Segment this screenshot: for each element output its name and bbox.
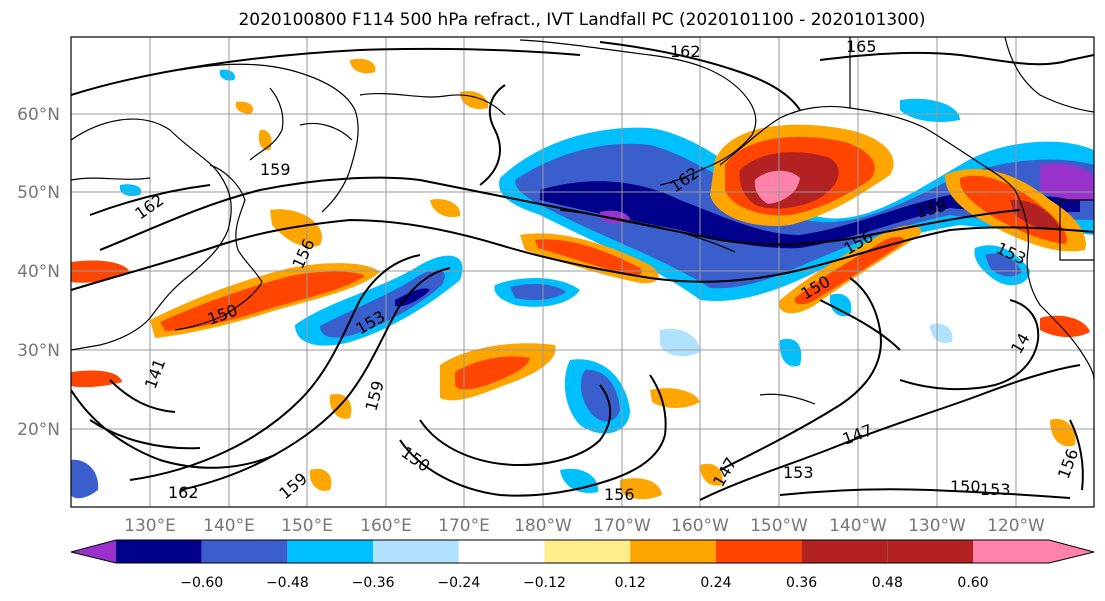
colorbar-tick-label: −0.36 xyxy=(352,575,395,591)
lon-label: 140°E xyxy=(203,516,255,536)
positive-japan-north xyxy=(270,209,322,248)
lon-label: 170°E xyxy=(438,516,490,536)
positive-japan-core xyxy=(160,271,365,331)
map-frame xyxy=(70,36,1095,508)
figure-title: 2020100800 F114 500 hPa refract., IVT La… xyxy=(238,10,925,30)
contour-label: 165 xyxy=(846,37,877,56)
patch xyxy=(258,129,272,151)
longitude-labels: 130°E 140°E 150°E 160°E 170°E 180°W 170°… xyxy=(124,516,1045,536)
patch xyxy=(71,459,99,499)
colorbar-segment xyxy=(116,540,202,563)
colorbar-segment xyxy=(887,540,973,563)
positive-subtrop-core xyxy=(455,356,530,390)
patch xyxy=(219,69,236,81)
contour-label: 156 xyxy=(604,485,635,504)
colorbar-tick-label: −0.24 xyxy=(437,575,480,591)
latitude-labels: 60°N 50°N 40°N 30°N 20°N xyxy=(17,105,60,440)
patch xyxy=(430,198,461,218)
colorbar-segment xyxy=(544,540,631,563)
contour-label: 153 xyxy=(783,463,814,482)
lon-label: 140°W xyxy=(829,516,887,536)
patch xyxy=(900,98,960,122)
lat-label: 30°N xyxy=(17,341,60,361)
patch xyxy=(119,184,142,196)
negative-band-mid xyxy=(515,143,1094,289)
contour-label: 162 xyxy=(168,483,199,502)
colorbar: −0.60 −0.48 −0.36 −0.24 −0.12 0.12 0.24 … xyxy=(70,539,1095,591)
positive-central-core xyxy=(535,239,642,276)
positive-south xyxy=(620,478,662,500)
lon-label: 160°W xyxy=(671,516,729,536)
lat-label: 60°N xyxy=(17,105,60,125)
positive-gulf-pink xyxy=(754,170,800,204)
colorbar-tick-label: −0.12 xyxy=(523,575,566,591)
negative-central-core xyxy=(510,284,566,300)
lon-label: 180°W xyxy=(514,516,572,536)
colorbar-tick-label: 0.12 xyxy=(615,575,646,591)
refractivity-contours xyxy=(71,41,1094,501)
patch xyxy=(829,293,852,317)
patch xyxy=(930,323,953,344)
lon-label: 120°W xyxy=(987,516,1045,536)
contour-label: 150 xyxy=(950,477,981,496)
colorbar-segment xyxy=(630,540,716,563)
colorbar-segment xyxy=(201,540,288,563)
negative-purple-east xyxy=(1040,163,1094,201)
colorbar-outline xyxy=(70,539,1095,564)
colorbar-segment xyxy=(801,540,888,563)
colorbar-tick-label: 0.24 xyxy=(700,575,731,591)
patch xyxy=(1050,418,1076,447)
colorbar-segment xyxy=(458,540,545,563)
lon-label: 150°W xyxy=(750,516,808,536)
colorbar-tick-label: 0.36 xyxy=(786,575,817,591)
patch xyxy=(235,101,254,114)
colorbar-tick-label: −0.60 xyxy=(180,575,223,591)
lon-label: 160°E xyxy=(360,516,412,536)
lon-label: 170°W xyxy=(593,516,651,536)
lat-label: 40°N xyxy=(17,262,60,282)
lon-label: 130°E xyxy=(124,516,176,536)
negative-band-core xyxy=(540,181,1080,249)
colorbar-tick-label: 0.60 xyxy=(957,575,988,591)
colorbar-segment xyxy=(715,540,802,563)
lon-label: 130°W xyxy=(908,516,966,536)
lat-label: 50°N xyxy=(17,183,60,203)
positive-westedge2 xyxy=(71,370,122,388)
lon-label: 150°E xyxy=(281,516,333,536)
contour-label: 162 xyxy=(670,42,701,61)
patch xyxy=(309,468,332,491)
patch xyxy=(779,338,802,367)
lat-label: 20°N xyxy=(17,420,60,440)
patch xyxy=(660,328,700,357)
negative-nwp-dark xyxy=(395,288,430,307)
map-panel: 162 165 159 162 162 156 159 156 150 153 … xyxy=(71,37,1094,507)
colorbar-max-arrow xyxy=(973,540,1094,563)
colorbar-min-extend xyxy=(71,540,116,563)
colorbar-segment xyxy=(287,540,374,563)
positive-pnw-south xyxy=(1040,315,1090,338)
contour-label: 159 xyxy=(260,160,291,179)
colorbar-tick-label: 0.48 xyxy=(872,575,903,591)
colorbar-ticks: −0.60 −0.48 −0.36 −0.24 −0.12 0.12 0.24 … xyxy=(180,575,988,591)
contour-label: 153 xyxy=(980,480,1011,499)
patch xyxy=(350,58,376,74)
colorbar-tick-label: −0.48 xyxy=(266,575,309,591)
patch xyxy=(700,463,723,486)
colorbar-segment xyxy=(373,540,459,563)
